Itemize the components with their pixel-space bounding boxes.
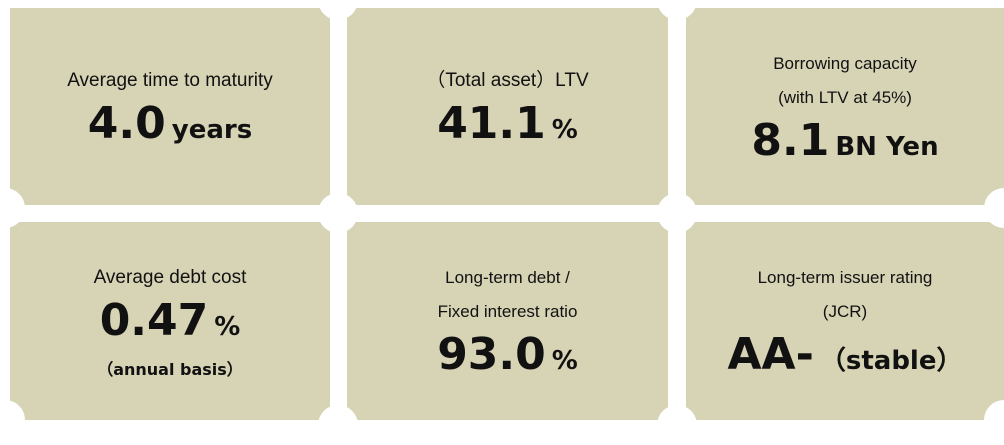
corner-dot <box>318 405 358 445</box>
stat-tile: Long-term debt / Fixed interest ratio 93.0… <box>347 222 668 420</box>
stat-value-row: 41.1% <box>437 98 578 156</box>
stat-label: Long-term debt / <box>445 268 570 287</box>
stat-label: Average debt cost <box>93 267 247 288</box>
stat-value-row: AA- （stable） <box>728 329 963 387</box>
stat-label: Borrowing capacity <box>773 53 917 73</box>
stat-value-row: 8.1 BN Yen <box>751 115 938 173</box>
stat-value: 41.1 <box>437 97 546 149</box>
stat-label: Fixed interest ratio <box>437 302 578 321</box>
stat-label: (JCR) <box>822 302 868 321</box>
stat-note: （annual basis） <box>97 360 243 379</box>
page: Average time to maturity 4.0 years （Total a… <box>10 0 1004 420</box>
stat-tile: Average time to maturity 4.0 years <box>10 8 330 205</box>
corner-dot <box>657 405 697 445</box>
stat-value-row: 93.0% <box>437 329 578 387</box>
stat-tile: （Total asset）LTV 41.1% <box>347 8 668 205</box>
stat-value: 0.47 <box>99 295 209 346</box>
stat-unit: % <box>214 312 241 342</box>
corner-dot <box>318 0 358 20</box>
stat-label: (with LTV at 45%) <box>778 87 912 107</box>
corner-dot <box>657 0 697 20</box>
stat-value: 4.0 <box>87 97 166 149</box>
stat-value-row: 0.47% <box>100 295 241 353</box>
stat-label: Long-term issuer rating <box>757 268 933 287</box>
stat-unit: （stable） <box>819 346 963 376</box>
stat-value-row: 4.0 years <box>88 98 252 156</box>
corner-dot <box>318 193 358 233</box>
stat-label: （Total asset）LTV <box>426 69 589 91</box>
stat-value: 93.0 <box>437 329 546 380</box>
corner-dot <box>657 193 697 233</box>
stat-tile: Borrowing capacity (with LTV at 45%) 8.1 BN… <box>686 8 1004 205</box>
stat-unit: % <box>551 346 578 376</box>
stat-unit: % <box>551 114 578 145</box>
stat-value: 8.1 <box>751 114 830 166</box>
stat-unit: years <box>171 114 253 145</box>
stat-unit: BN Yen <box>835 131 939 162</box>
stat-label: Average time to maturity <box>67 69 273 91</box>
corner-dot <box>984 188 1004 228</box>
stat-tile: Average debt cost 0.47% （annual basis） <box>10 222 330 420</box>
stat-tile: Long-term issuer rating (JCR) AA- （stable） <box>686 222 1004 420</box>
stat-value: AA- <box>727 329 814 380</box>
